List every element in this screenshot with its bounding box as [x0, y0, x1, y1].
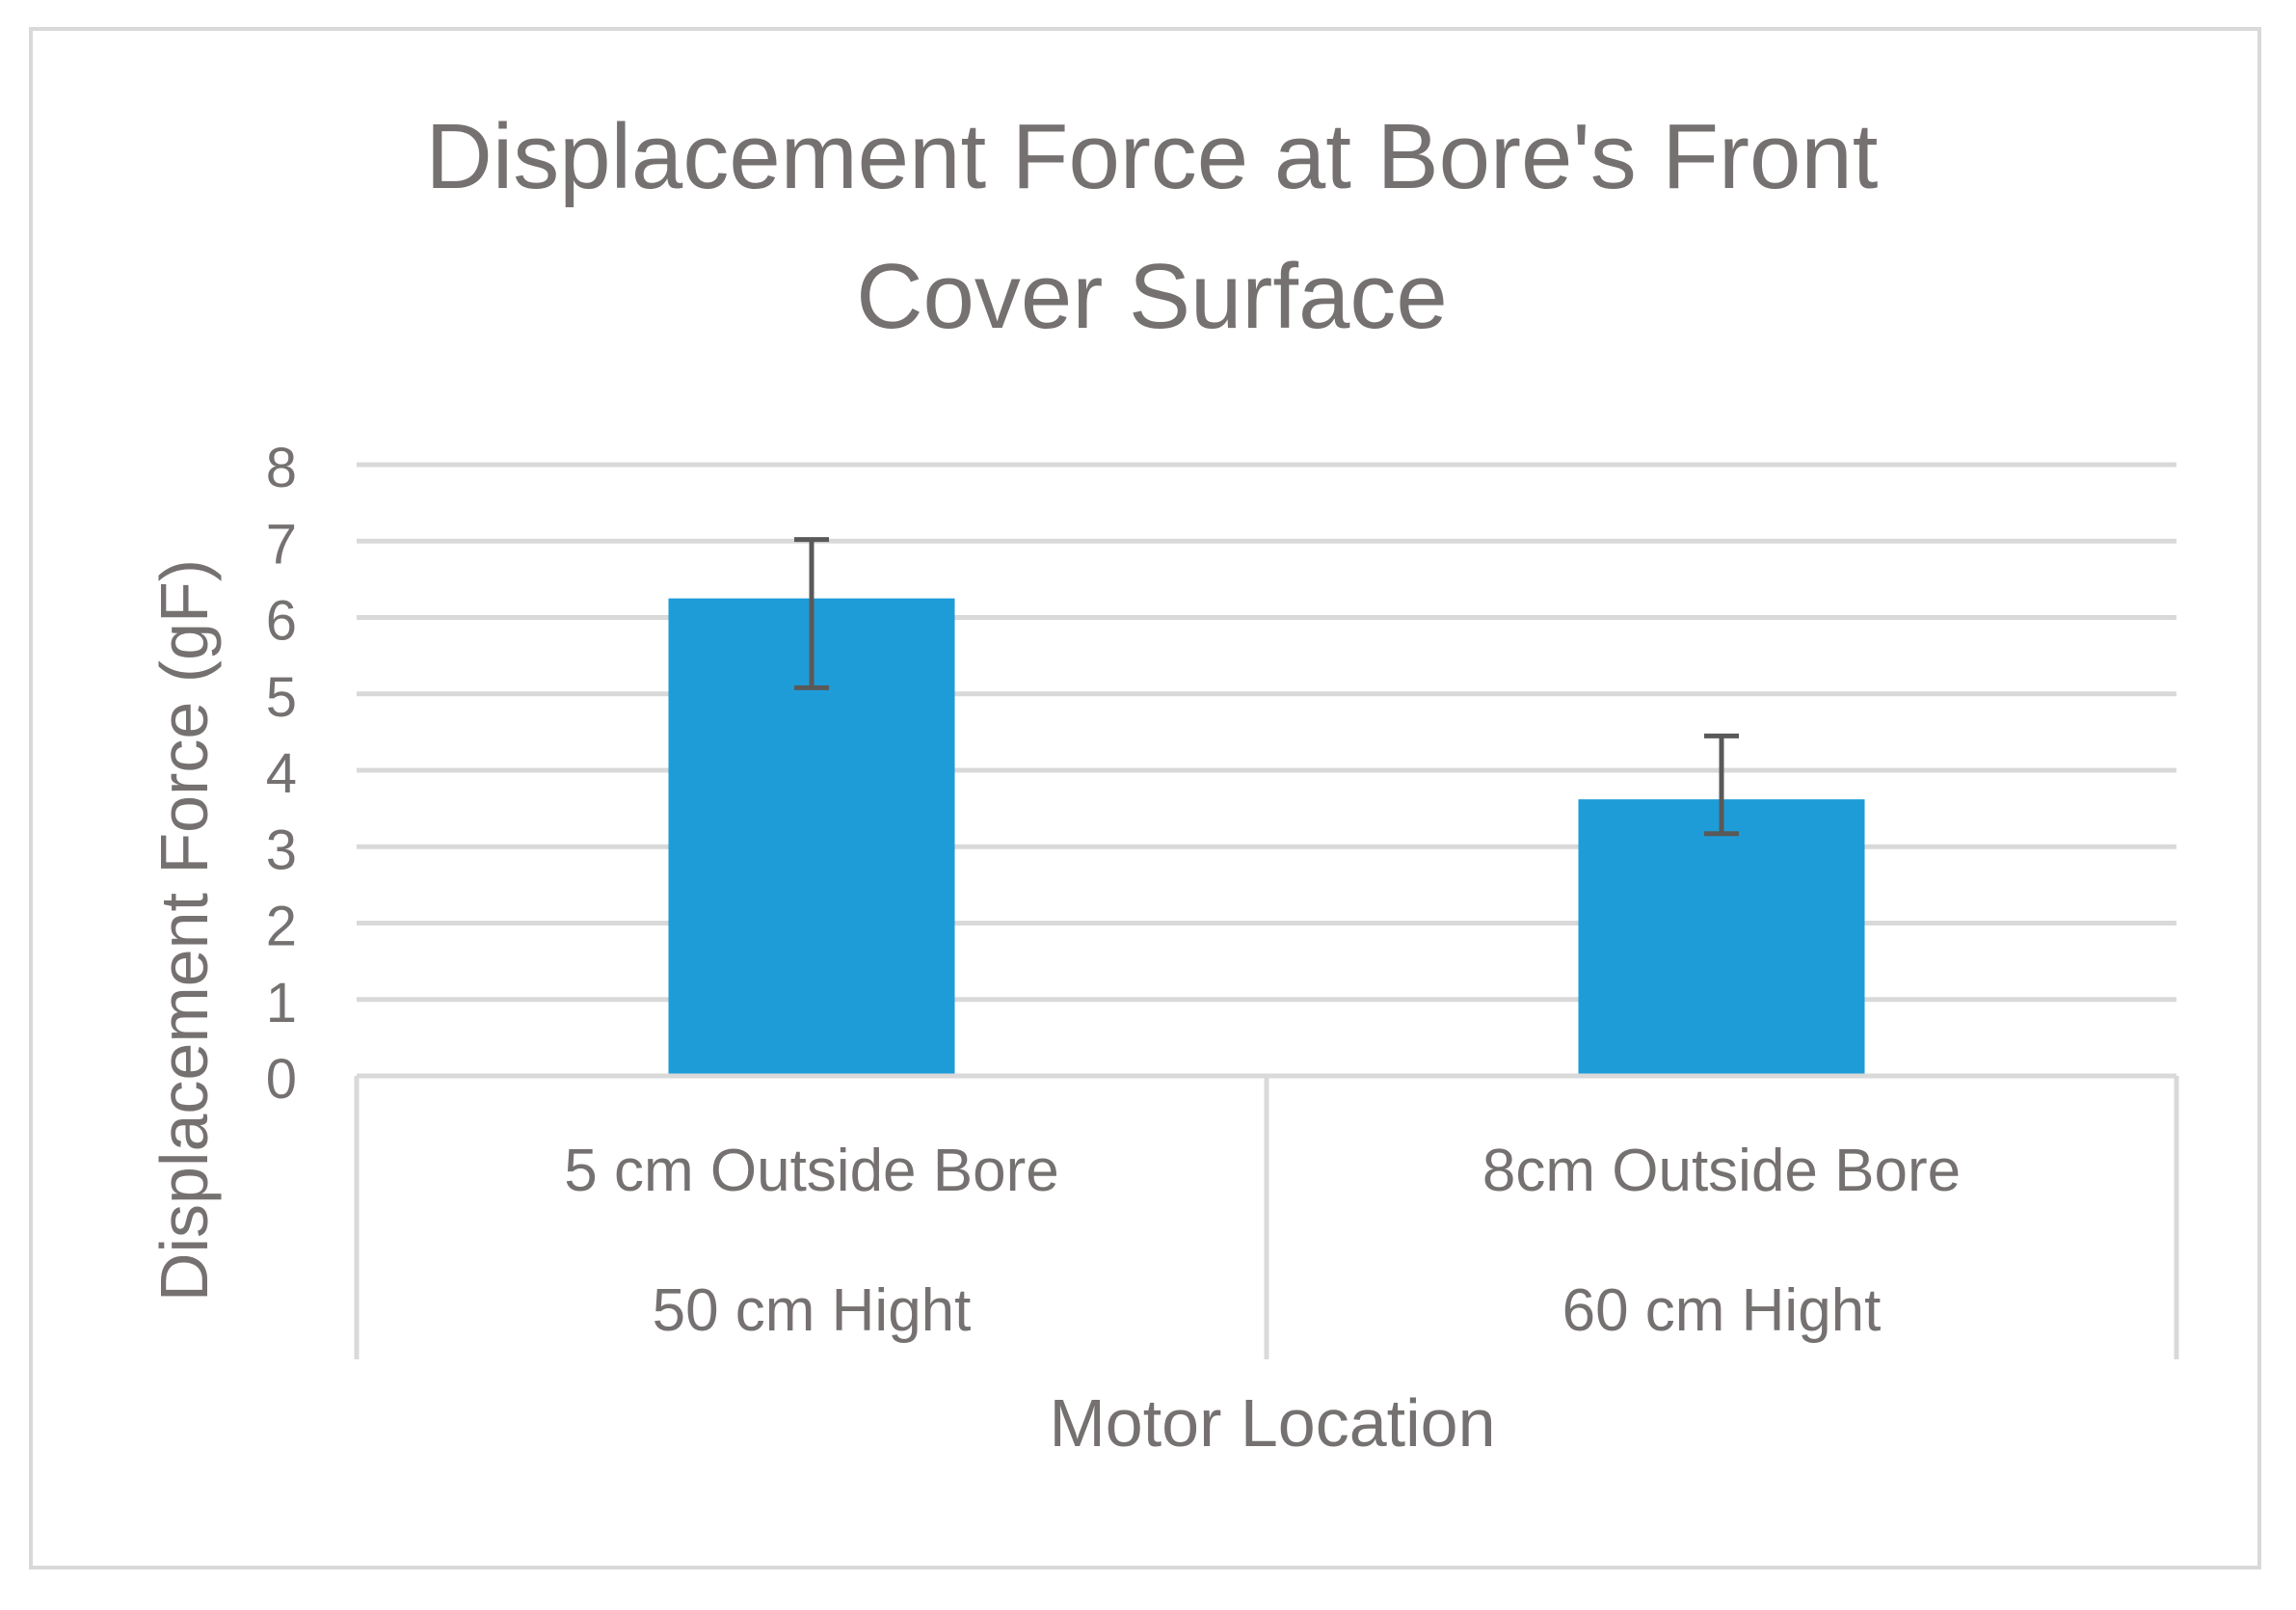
- x-axis-title: Motor Location: [1049, 1385, 1495, 1461]
- x-tick-label-1-line2: 50 cm Hight: [653, 1277, 972, 1344]
- error-bars: [794, 537, 1739, 837]
- y-tick-label-1: 1: [266, 972, 297, 1034]
- x-tick-labels: 5 cm Outside Bore 50 cm Hight 8cm Outside …: [564, 1138, 1961, 1344]
- x-tick-label-1-line1: 5 cm Outside Bore: [564, 1138, 1058, 1204]
- error-bar-1: [794, 537, 829, 690]
- error-bar-2: [1704, 733, 1739, 837]
- y-tick-label-7: 7: [266, 513, 297, 576]
- gridlines: [357, 462, 2176, 1003]
- chart-title-line-1: Displacement Force at Bore's Front: [426, 105, 1879, 208]
- x-tick-label-2-line1: 8cm Outside Bore: [1482, 1138, 1961, 1204]
- y-axis-title: Displacement Force (gF): [147, 559, 222, 1301]
- y-tick-label-2: 2: [266, 896, 297, 958]
- y-tick-label-3: 3: [266, 818, 297, 881]
- x-tick-label-2-line2: 60 cm Hight: [1562, 1277, 1882, 1344]
- bars: [668, 598, 1865, 1076]
- y-tick-labels: 0 1 2 3 4 5 6 7 8: [266, 437, 297, 1111]
- y-tick-label-0: 0: [266, 1048, 297, 1111]
- chart-title-line-2: Cover Surface: [856, 245, 1448, 348]
- chart-frame: [29, 27, 2261, 1570]
- y-tick-label-5: 5: [266, 666, 297, 729]
- chart-title: Displacement Force at Bore's Front Cover…: [426, 105, 1879, 348]
- y-tick-label-4: 4: [266, 742, 297, 805]
- y-tick-label-8: 8: [266, 437, 297, 499]
- y-tick-label-6: 6: [266, 590, 297, 653]
- bar-2: [1578, 799, 1865, 1076]
- x-axis: [354, 1073, 2179, 1359]
